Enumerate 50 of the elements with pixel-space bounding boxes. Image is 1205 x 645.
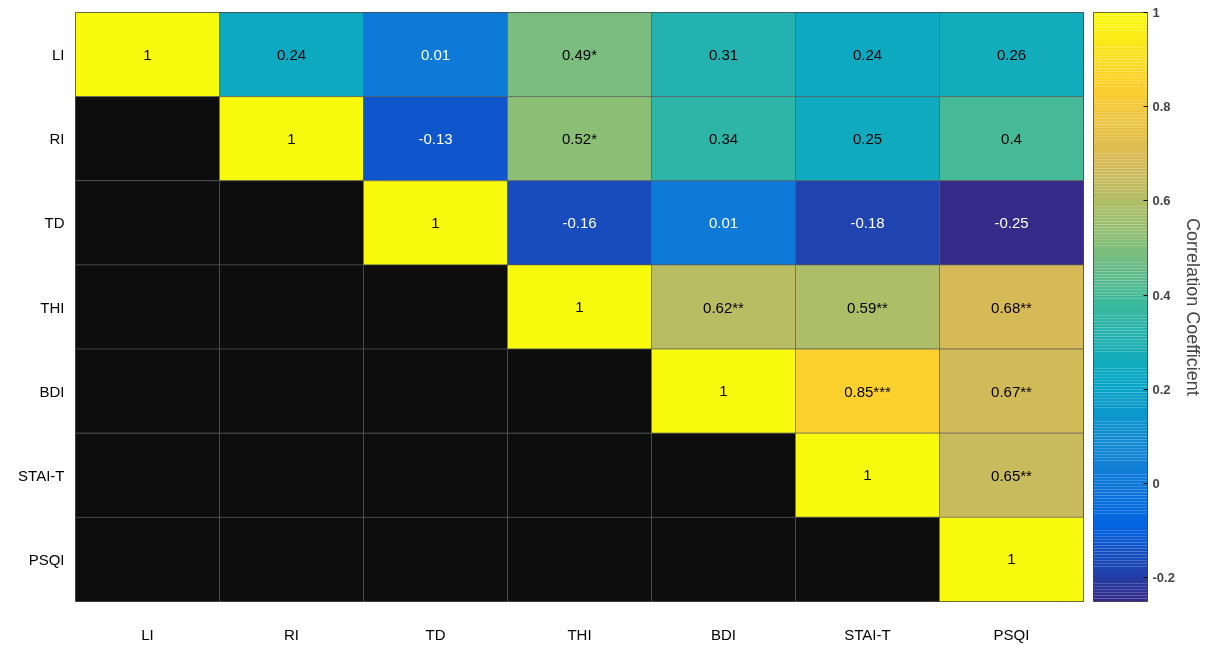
data-label: 0.34 — [708, 129, 739, 147]
x-tick-label: THI — [567, 625, 592, 643]
data-label: 1 — [719, 382, 728, 400]
data-label: 0.31 — [708, 45, 739, 63]
data-label: 0.01 — [708, 213, 739, 231]
y-tick-label: STAI-T — [18, 466, 65, 484]
data-label: 0.62** — [703, 298, 745, 316]
color-bar-label: 0.4 — [1152, 287, 1172, 303]
data-label: 0.24 — [852, 45, 883, 63]
data-label: 1 — [575, 298, 584, 315]
data-label: 0.59** — [847, 298, 889, 316]
data-label: 0.67** — [991, 382, 1033, 400]
data-label: 0.26 — [996, 45, 1027, 63]
y-tick-label: TD — [44, 214, 65, 232]
data-label: -0.18 — [850, 213, 885, 231]
y-tick-label: THI — [40, 298, 65, 316]
x-tick-label: RI — [284, 625, 299, 643]
color-bar-label: 1 — [1152, 5, 1160, 20]
data-label: 0.49* — [561, 46, 598, 64]
data-label: 0.24 — [276, 45, 307, 63]
x-tick-label: PSQI — [993, 625, 1030, 643]
y-tick-label: PSQI — [28, 550, 65, 568]
color-bar-label: 0.6 — [1152, 193, 1171, 209]
color-bar-label: 0.8 — [1152, 99, 1171, 115]
data-label: 0.85*** — [844, 382, 892, 400]
data-label: 1 — [431, 213, 440, 231]
data-label: 1 — [287, 129, 296, 147]
data-label: 0.01 — [420, 45, 451, 63]
data-label: 0.65** — [991, 466, 1033, 484]
color-bar-title: Correlation Coefficient — [1182, 218, 1203, 396]
x-tick-label: STAI-T — [844, 625, 891, 643]
x-tick-label: LI — [141, 625, 154, 643]
data-label: 0.68** — [991, 298, 1033, 316]
color-bar-label: 0.2 — [1152, 381, 1171, 397]
y-tick-label: LI — [51, 46, 65, 64]
data-label: 0.25 — [852, 129, 883, 147]
data-label: 1 — [143, 45, 152, 63]
data-label: 1 — [863, 466, 872, 484]
y-tick-label: RI — [49, 130, 65, 148]
data-label: 0.52* — [561, 130, 598, 148]
x-tick-label: TD — [425, 625, 446, 643]
data-label: -0.13 — [418, 129, 453, 147]
data-label: -0.25 — [994, 213, 1029, 231]
data-label: 0.4 — [1001, 129, 1022, 147]
data-label: -0.16 — [562, 213, 597, 231]
data-label: 1 — [1007, 550, 1016, 568]
x-tick-label: BDI — [711, 625, 737, 643]
color-bar-label: 0 — [1152, 476, 1160, 492]
color-bar-label: -0.2 — [1152, 570, 1175, 586]
y-tick-label: BDI — [39, 382, 65, 400]
